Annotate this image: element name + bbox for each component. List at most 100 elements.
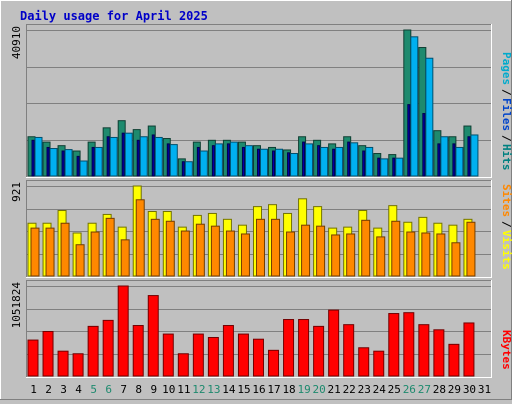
bar-files-day-28 [437,143,441,177]
bar-sites-day-4 [75,244,85,277]
x-tick-label: 23 [358,383,371,396]
bar-pages-day-5 [94,146,103,177]
bar-sites-day-17 [271,218,281,277]
panel-hits-files-pages: 40910 Pages / Files / Hits [10,24,512,178]
bar-pages-day-6 [109,136,118,177]
bar-pages-day-10 [169,144,178,177]
bar-kbytes-day-13 [207,336,219,377]
bar-files-day-20 [317,145,321,177]
bar-sites-day-12 [195,223,205,277]
legend-hits: Hits [500,144,512,171]
bar-kbytes-day-18 [283,319,295,377]
panels-layer: 40910 Pages / Files / Hits 921 Sites / Visits 1051… [10,24,512,378]
x-tick-label: 10 [162,383,175,396]
bar-pages-day-13 [214,143,223,177]
x-tick-label: 22 [343,383,356,396]
x-tick-label: 30 [463,383,476,396]
bar-files-day-4 [76,155,80,177]
x-tick-label: 20 [313,383,326,396]
bar-pages-day-23 [365,146,374,177]
legend-files: Files [500,98,512,131]
bar-sites-day-26 [406,231,416,277]
x-tick-label: 19 [297,383,310,396]
x-tick-label: 5 [90,383,97,396]
bar-pages-day-28 [440,136,449,177]
chart-title: Daily usage for April 2025 [20,9,208,23]
x-tick-label: 3 [60,383,67,396]
bar-kbytes-day-19 [298,319,310,377]
x-tick-label: 31 [478,383,491,396]
x-tick-label: 12 [192,383,205,396]
bar-files-day-23 [362,150,366,177]
bar-kbytes-day-1 [27,339,39,377]
x-tick-label: 8 [135,383,142,396]
x-tick-label: 2 [45,383,52,396]
bar-files-day-15 [241,146,245,177]
bar-sites-day-10 [165,220,175,277]
bar-sites-day-3 [60,222,70,277]
bar-kbytes-day-30 [463,322,475,377]
bar-pages-day-21 [335,146,344,177]
bar-kbytes-day-27 [418,324,430,377]
x-tick-label: 28 [433,383,446,396]
bar-files-day-3 [61,150,65,177]
bar-kbytes-day-2 [42,331,54,377]
x-tick-label: 18 [282,383,295,396]
bar-pages-day-14 [229,141,238,177]
y-max-label: 921 [10,182,23,202]
bar-kbytes-day-29 [448,343,460,377]
bar-pages-day-19 [305,143,314,177]
bar-pages-day-3 [64,149,73,177]
bar-files-day-1 [31,139,35,177]
y-max-label: 40910 [10,26,23,59]
x-axis-labels: 1 2 3 4 5 6 7 8 9 10 11 12 13 14 15 16 17 18 19 20 21 22 23 24 2… [30,383,491,396]
bar-kbytes-day-21 [328,309,340,377]
x-tick-label: 21 [328,383,341,396]
bar-sites-day-11 [180,230,190,277]
bar-files-day-29 [452,143,456,177]
legend-hits-files-pages: Pages / Files / Hits [500,52,512,171]
bar-sites-day-24 [376,236,386,277]
bar-pages-day-18 [290,153,299,177]
bar-files-day-17 [272,150,276,177]
bar-files-day-21 [332,148,336,177]
bar-sites-day-2 [45,227,55,277]
bar-pages-day-8 [139,136,148,177]
legend-separator: / [500,135,512,142]
x-tick-label: 4 [75,383,82,396]
bar-pages-day-29 [455,146,464,177]
bar-files-day-5 [91,146,95,177]
legend-visits: Visits [500,230,512,270]
bar-pages-day-17 [275,148,284,177]
bar-kbytes-day-16 [252,338,264,377]
bar-pages-day-11 [184,161,193,177]
bar-files-day-16 [256,148,260,177]
x-tick-label: 15 [237,383,250,396]
x-tick-label: 29 [448,383,461,396]
bar-pages-day-24 [380,158,389,177]
x-tick-label: 13 [207,383,220,396]
bar-kbytes-day-25 [388,313,400,377]
bar-files-day-10 [166,143,170,177]
bar-files-day-19 [302,141,306,177]
bar-pages-day-27 [425,57,434,177]
x-tick-label: 7 [120,383,127,396]
bar-kbytes-day-4 [72,353,84,377]
bar-files-day-24 [377,157,381,177]
bar-files-day-27 [422,113,426,177]
panel-kbytes: 1051824 KBytes [10,280,512,378]
bar-pages-day-30 [470,134,479,177]
bar-sites-day-14 [225,230,235,277]
bar-sites-day-27 [421,232,431,277]
bar-files-day-6 [106,136,110,177]
bar-sites-day-22 [346,233,356,277]
bar-pages-day-7 [124,132,133,177]
x-tick-label: 1 [30,383,37,396]
bar-pages-day-22 [350,142,359,177]
legend-kbytes: KBytes [500,330,512,370]
bar-pages-day-1 [34,136,43,177]
bar-sites-day-18 [286,231,296,277]
bar-sites-day-8 [135,199,145,277]
bar-files-day-25 [392,157,396,177]
bar-pages-day-20 [320,146,329,177]
